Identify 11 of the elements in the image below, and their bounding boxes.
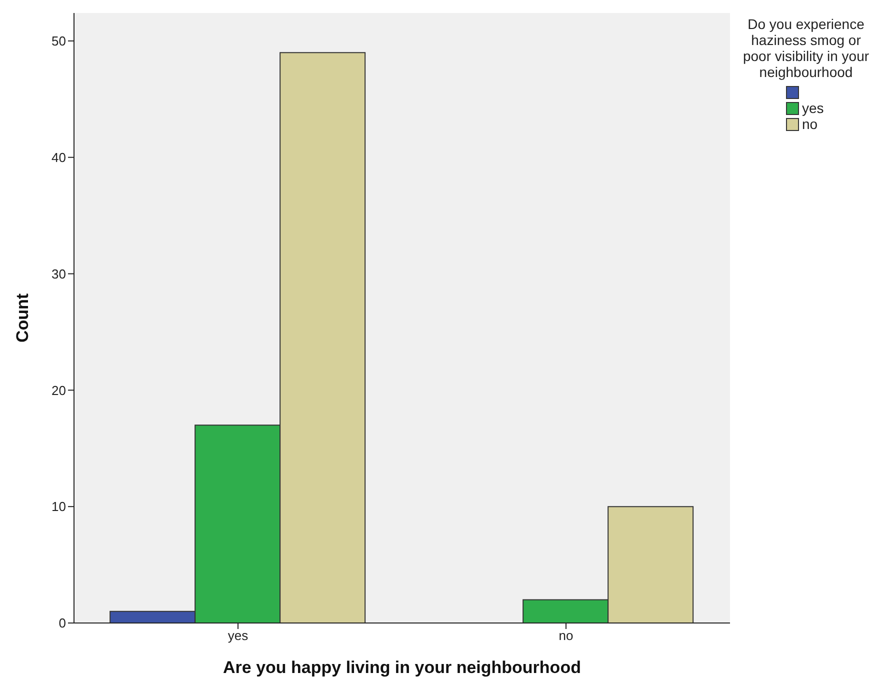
x-axis-title: Are you happy living in your neighbourhood	[223, 658, 581, 677]
y-tick-label: 50	[52, 34, 66, 49]
legend-label: no	[802, 116, 818, 132]
y-axis-title: Count	[13, 293, 32, 343]
y-tick-label: 0	[58, 616, 66, 631]
legend-title: Do you experience haziness smog or poor visibility in your neighbourhood	[742, 16, 870, 80]
legend-label: yes	[802, 100, 824, 116]
y-tick-label: 10	[52, 499, 66, 514]
y-tick-label: 40	[52, 150, 66, 165]
y-tick-label: 20	[52, 382, 66, 398]
y-tick-label: 30	[52, 266, 66, 282]
